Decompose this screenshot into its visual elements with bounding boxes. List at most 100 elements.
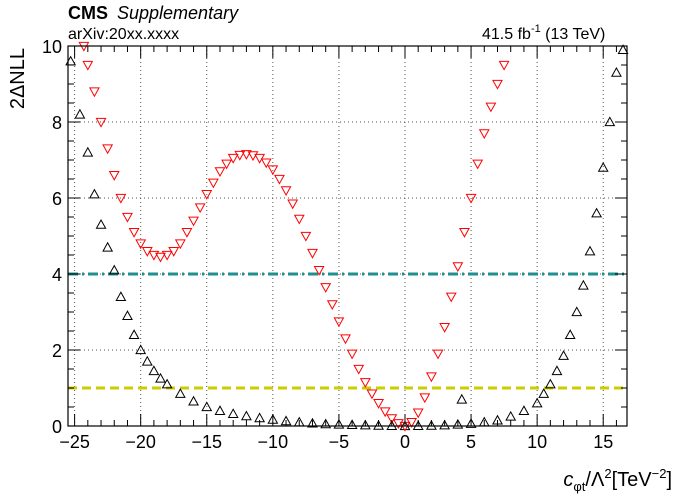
expected-point (320, 283, 332, 293)
reference-lines (68, 272, 627, 390)
observed-point (531, 397, 543, 408)
expected-point (194, 203, 206, 214)
expected-point (260, 158, 272, 169)
x-tick-label: −15 (191, 432, 222, 452)
expected-point (406, 418, 418, 428)
observed-point (584, 245, 596, 256)
svg-text:cφt/Λ2[TeV−2]: cφt/Λ2[TeV−2] (563, 466, 672, 494)
observed-point (425, 419, 437, 430)
observed-series (65, 44, 629, 431)
x-title-pow: 2 (604, 466, 611, 481)
expected-point (445, 292, 457, 303)
expected-point (373, 399, 385, 409)
observed-point (617, 44, 629, 54)
expected-point (135, 239, 147, 250)
observed-point (538, 388, 550, 398)
observed-point (544, 378, 556, 389)
expected-point (419, 393, 431, 404)
observed-point (564, 329, 576, 339)
expected-point (102, 144, 114, 155)
observed-point (240, 410, 252, 421)
expected-point (333, 317, 345, 328)
lumi-label: 41.5 fb-1 (13 TeV) (482, 23, 605, 43)
expected-point (452, 262, 464, 273)
expected-series (78, 41, 510, 432)
x-tick-label: 0 (400, 432, 410, 452)
expected-point (201, 190, 213, 200)
observed-point (108, 264, 120, 275)
expected-point (181, 228, 193, 238)
observed-point (155, 372, 166, 383)
observed-point (412, 420, 424, 430)
arxiv-label: arXiv:20xx.xxxx (68, 26, 179, 43)
observed-point (214, 405, 226, 415)
expected-point (188, 216, 199, 227)
y-tick-label: 6 (52, 189, 62, 209)
expected-point (122, 212, 133, 223)
expected-point (465, 193, 477, 204)
x-tick-label: −25 (59, 432, 90, 452)
observed-point (610, 66, 622, 77)
observed-point (188, 395, 199, 406)
observed-point (386, 420, 398, 430)
expected-point (326, 300, 338, 311)
observed-point (135, 344, 147, 355)
y-axis-title: 2ΔNLL (7, 48, 29, 109)
observed-point (148, 365, 160, 376)
expected-point (95, 117, 107, 128)
observed-point (597, 161, 609, 172)
observed-point (346, 419, 358, 430)
expected-point (155, 252, 166, 263)
expected-point (293, 214, 305, 225)
observed-point (456, 393, 468, 404)
expected-point (128, 228, 140, 238)
x-title-unit-close: ] (666, 469, 672, 491)
x-tick-label: −10 (258, 432, 289, 452)
expected-point (459, 228, 470, 238)
expected-point (472, 159, 484, 170)
observed-point (452, 418, 464, 429)
observed-point (128, 329, 140, 339)
lumi-value: 41.5 fb (482, 26, 531, 43)
observed-point (571, 306, 583, 317)
lumi-exponent: -1 (531, 23, 541, 35)
observed-point (74, 108, 86, 119)
x-tick-label: 5 (466, 432, 476, 452)
expected-point (148, 250, 160, 261)
expected-point (432, 349, 444, 360)
observed-point (333, 418, 345, 429)
x-title-sub: φt (573, 479, 585, 494)
observed-point (320, 418, 332, 429)
y-tick-label: 10 (42, 37, 62, 57)
observed-point (577, 279, 589, 290)
supplementary-label: Supplementary (117, 3, 239, 23)
observed-point (82, 146, 94, 157)
observed-point (591, 207, 603, 218)
expected-point (439, 323, 451, 333)
observed-point (518, 405, 530, 415)
expected-point (386, 414, 398, 425)
expected-point (412, 408, 424, 419)
expected-point (115, 193, 127, 204)
expected-point (313, 266, 325, 276)
expected-point (161, 250, 173, 261)
observed-point (558, 350, 570, 360)
observed-point (439, 419, 451, 430)
x-title-unit-open: [TeV (612, 469, 653, 491)
expected-point (346, 349, 358, 360)
observed-point (88, 188, 100, 199)
expected-point (207, 178, 219, 189)
y-tick-label: 8 (52, 113, 62, 133)
expected-point (359, 378, 371, 388)
expected-point (221, 159, 233, 170)
observed-point (122, 310, 133, 320)
lumi-energy: (13 TeV) (541, 26, 606, 43)
observed-point (95, 218, 107, 229)
expected-point (366, 389, 378, 400)
cms-label: CMS (68, 3, 108, 23)
observed-point (174, 388, 186, 398)
grid-lines (68, 46, 627, 426)
expected-point (353, 364, 365, 375)
y-tick-label: 0 (52, 417, 62, 437)
